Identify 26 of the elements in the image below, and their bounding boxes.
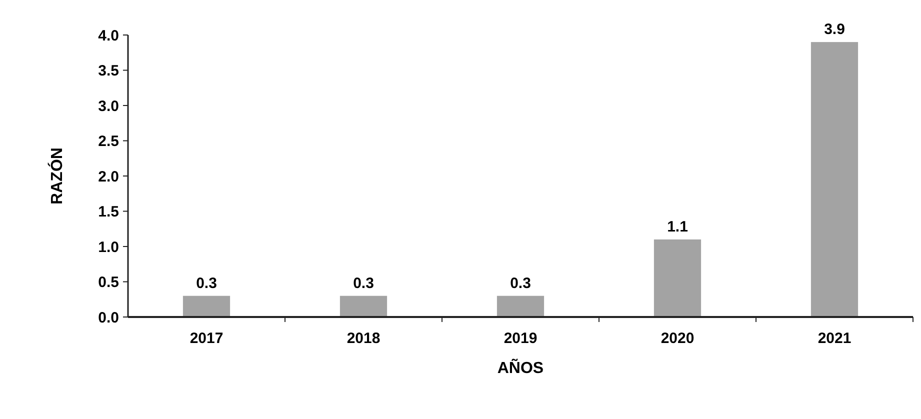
y-tick-label: 2.5: [98, 133, 119, 150]
data-label: 0.3: [353, 274, 374, 292]
data-label: 1.1: [667, 218, 688, 236]
y-tick-label: 2.0: [98, 168, 119, 186]
x-tick-label: 2017: [190, 330, 224, 347]
bar: [810, 42, 858, 317]
bar: [182, 296, 230, 317]
y-axis-title: RAZÓN: [47, 148, 66, 204]
y-tick-label: 0.0: [98, 309, 119, 326]
y-tick-label: 0.5: [98, 274, 119, 291]
data-label: 0.3: [510, 274, 531, 292]
x-tick-label: 2021: [818, 330, 852, 347]
x-tick-label: 2020: [660, 330, 694, 347]
x-tick-label: 2018: [346, 330, 380, 347]
x-axis-title: AÑOS: [497, 358, 544, 377]
data-label: 0.3: [196, 274, 217, 292]
bar: [496, 296, 544, 317]
bar: [340, 296, 388, 317]
bar: [654, 239, 702, 317]
y-tick-label: 4.0: [98, 27, 119, 44]
y-tick-label: 1.5: [98, 204, 119, 220]
x-tick-label: 2019: [504, 330, 538, 347]
y-tick-label: 3.0: [98, 98, 119, 115]
y-tick-label: 3.5: [98, 62, 119, 80]
data-label: 3.9: [824, 21, 845, 38]
y-tick-label: 1.0: [98, 238, 119, 256]
